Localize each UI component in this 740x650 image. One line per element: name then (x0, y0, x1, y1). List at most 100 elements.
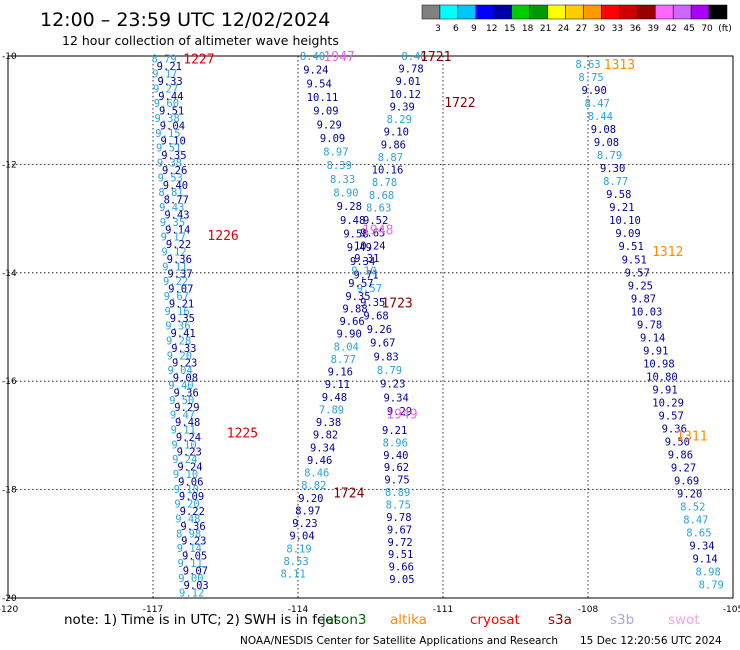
color-scale-tick: 70 (701, 24, 713, 34)
wave-height-label: 9.53 (158, 172, 183, 184)
wave-height-label: 8.81 (158, 187, 183, 199)
satellite-legend-jason3: jason3 (321, 612, 366, 628)
wave-height-label: 9.29 (317, 119, 342, 131)
wave-height-label: 9.57 (357, 283, 382, 295)
axis-tick-labels: -120 -117 -114 -111 -108 -105 -10 -12 -14 -16 -18 -… (0, 52, 740, 615)
wave-height-label: 8.46 (304, 468, 329, 480)
wave-height-label: 8.78 (372, 177, 397, 189)
footer-note: note: 1) Time is in UTC; 2) SWH is in fe… (64, 612, 700, 628)
wave-height-label: 9.51 (388, 549, 413, 561)
wave-height-label: 8.82 (301, 480, 326, 492)
wave-height-label: 9.08 (594, 137, 619, 149)
wave-height-label: 9.04 (289, 531, 314, 543)
wave-height-label: 9.27 (153, 83, 178, 95)
pass-time-label: 1312 (652, 245, 683, 260)
wave-height-label: 8.77 (603, 176, 628, 188)
wave-height-label: 9.20 (174, 499, 199, 511)
wave-height-label: 9.06 (178, 476, 203, 488)
wave-height-label: 9.24 (303, 65, 328, 77)
wave-height-label: 10.24 (354, 240, 386, 252)
wave-height-label: 9.26 (367, 324, 392, 336)
wave-height-label: 9.10 (173, 469, 198, 481)
wave-height-label: 8.79 (377, 365, 402, 377)
wave-height-label: 9.44 (158, 91, 183, 103)
wave-height-label: 9.08 (591, 124, 616, 136)
wave-height-label: 9.48 (175, 513, 200, 525)
wave-height-label: 9.58 (606, 189, 631, 201)
wave-height-label: 9.14 (165, 224, 190, 236)
credit-text: NOAA/NESDIS Center for Satellite Applica… (240, 635, 558, 647)
color-scale-swatch (529, 4, 548, 20)
wave-height-label: 9.43 (164, 209, 189, 221)
pass-time-label: 1722 (444, 96, 475, 111)
wave-height-label: 8.53 (283, 556, 308, 568)
wave-height-label: 9.11 (171, 424, 196, 436)
wave-height-label: 10.10 (609, 215, 641, 227)
chart-title: 12:00 – 23:59 UTC 12/02/2024 (40, 9, 330, 31)
color-scale-swatch (511, 4, 530, 20)
color-scale-swatch (421, 4, 441, 20)
wave-height-label: 8.39 (327, 160, 352, 172)
wave-height-label: 9.78 (398, 64, 423, 76)
wave-height-label: 9.86 (381, 139, 406, 151)
wave-height-label: 9.36 (174, 387, 199, 399)
wave-height-label: 9.91 (652, 384, 677, 396)
satellite-legend-swot: swot (668, 612, 700, 628)
color-scale-swatch (708, 4, 728, 20)
wave-height-label: 9.11 (325, 379, 350, 391)
satellite-legend-s3a: s3a (548, 612, 572, 628)
footer-note-text: note: 1) Time is in UTC; 2) SWH is in fe… (64, 612, 339, 628)
wave-height-label: 9.14 (692, 553, 717, 565)
wave-height-label: 9.17 (161, 232, 186, 244)
color-scale-tick: 15 (504, 24, 515, 34)
wave-height-label: 8.87 (378, 152, 403, 164)
plot-border (7, 55, 734, 599)
wave-height-label: 9.75 (384, 475, 409, 487)
pass-time-labels: 1227 1226 1225 1947 1948 1949 1721 1722 1723 1724… (183, 50, 707, 501)
wave-height-label: 9.82 (313, 430, 338, 442)
wave-height-label: 9.16 (164, 306, 189, 318)
wave-height-label: 9.38 (155, 113, 180, 125)
wave-height-label: 9.21 (169, 298, 194, 310)
wave-height-label: 8.40 (300, 51, 325, 63)
wave-height-label: 10.03 (631, 306, 663, 318)
color-scale-swatch (690, 4, 710, 20)
wave-height-label: 9.48 (322, 392, 347, 404)
wave-height-label: 8.47 (683, 514, 708, 526)
wave-height-label: 9.36 (662, 423, 687, 435)
wave-height-label: 9.04 (168, 365, 193, 377)
color-scale-tick: 45 (683, 24, 694, 34)
wave-height-label: 9.23 (181, 536, 206, 548)
wave-height-label: 9.46 (307, 455, 332, 467)
wave-height-label: 9.58 (343, 229, 368, 241)
x-tick-label: -111 (433, 605, 453, 615)
wave-height-label: 9.34 (689, 540, 714, 552)
wave-height-label: 9.22 (180, 506, 205, 518)
pass-time-label: 1721 (420, 50, 451, 65)
wave-height-label: 9.40 (168, 380, 193, 392)
wave-height-label: 8.96 (383, 437, 408, 449)
wave-height-label: 9.38 (157, 158, 182, 170)
color-scale-tick: (ft) (718, 24, 732, 34)
color-scale-tick: 21 (540, 24, 551, 34)
wave-height-label: 9.67 (387, 524, 412, 536)
footer-timestamp: 15 Dec 12:20:56 UTC 2024 (580, 635, 722, 647)
wave-height-label: 9.35 (360, 297, 385, 309)
wave-height-label: 9.51 (618, 241, 643, 253)
pass-time-label: 1226 (207, 229, 238, 244)
color-scale-legend: 3 6 9 12 15 18 21 24 27 30 33 36 39 42 45 70 (ft) (421, 4, 732, 34)
wave-height-label: 9.60 (154, 98, 179, 110)
wave-height-label: 9.24 (176, 432, 201, 444)
color-scale-swatch (457, 4, 477, 20)
wave-height-label: 9.20 (677, 488, 702, 500)
wave-height-label: 9.27 (671, 462, 696, 474)
pass-time-label: 1948 (362, 223, 393, 238)
wave-height-label: 9.35 (170, 313, 195, 325)
wave-height-label: 9.67 (370, 338, 395, 350)
wave-height-label: 8.65 (686, 527, 711, 539)
color-scale-tick: 33 (612, 24, 623, 34)
wave-height-label: 9.10 (171, 439, 196, 451)
wave-height-label: 9.57 (625, 267, 650, 279)
wave-height-label: 9.28 (337, 201, 362, 213)
